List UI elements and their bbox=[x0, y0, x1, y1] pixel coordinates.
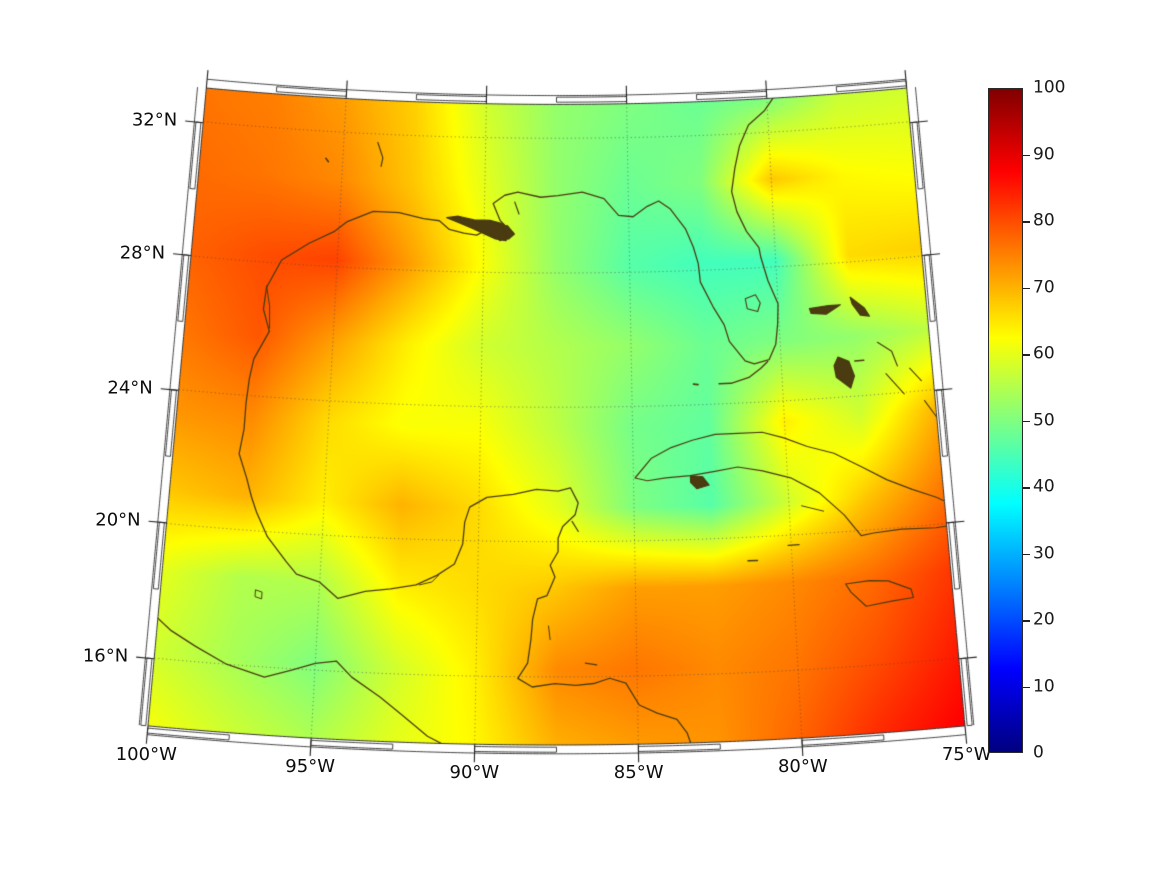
lat-tick-label: 20°N bbox=[95, 509, 141, 531]
lon-tick-label: 75°W bbox=[941, 743, 992, 765]
colorbar-tick bbox=[1023, 553, 1030, 556]
colorbar-tick bbox=[1023, 354, 1030, 356]
colorbar-tick-label: 90 bbox=[1033, 144, 1055, 165]
colorbar-tick-label: 40 bbox=[1033, 476, 1055, 497]
lon-tick-label: 90°W bbox=[449, 762, 500, 784]
colorbar-tick bbox=[1023, 487, 1030, 489]
lon-tick-label: 95°W bbox=[285, 756, 336, 778]
colorbar-tick-label: 50 bbox=[1033, 410, 1055, 431]
lon-tick-label: 80°W bbox=[777, 756, 828, 778]
lat-tick-label: 28°N bbox=[119, 242, 166, 264]
lat-tick-label: 16°N bbox=[82, 645, 129, 667]
colorbar-tick bbox=[1023, 221, 1030, 223]
colorbar-tick bbox=[1023, 420, 1030, 423]
colorbar-tick bbox=[1023, 287, 1030, 290]
colorbar bbox=[988, 88, 1030, 753]
colorbar-tick bbox=[1023, 620, 1030, 622]
colorbar-tick bbox=[1023, 686, 1030, 689]
lat-tick-label: 24°N bbox=[107, 377, 153, 399]
lat-tick-label: 32°N bbox=[131, 109, 178, 131]
colorbar-tick-label: 60 bbox=[1033, 343, 1055, 364]
colorbar-tick-label: 80 bbox=[1033, 210, 1055, 231]
colorbar-tick-label: 10 bbox=[1033, 676, 1055, 697]
colorbar-tick-label: 0 bbox=[1033, 742, 1044, 763]
colorbar-tick-label: 20 bbox=[1033, 609, 1055, 630]
colorbar-tick-label: 70 bbox=[1033, 277, 1055, 298]
colorbar-tick-label: 30 bbox=[1033, 543, 1055, 564]
lon-tick-label: 100°W bbox=[115, 743, 177, 765]
colorbar-tick bbox=[1023, 154, 1030, 157]
colorbar-tick-label: 100 bbox=[1033, 77, 1066, 98]
lon-tick-label: 85°W bbox=[613, 762, 664, 784]
